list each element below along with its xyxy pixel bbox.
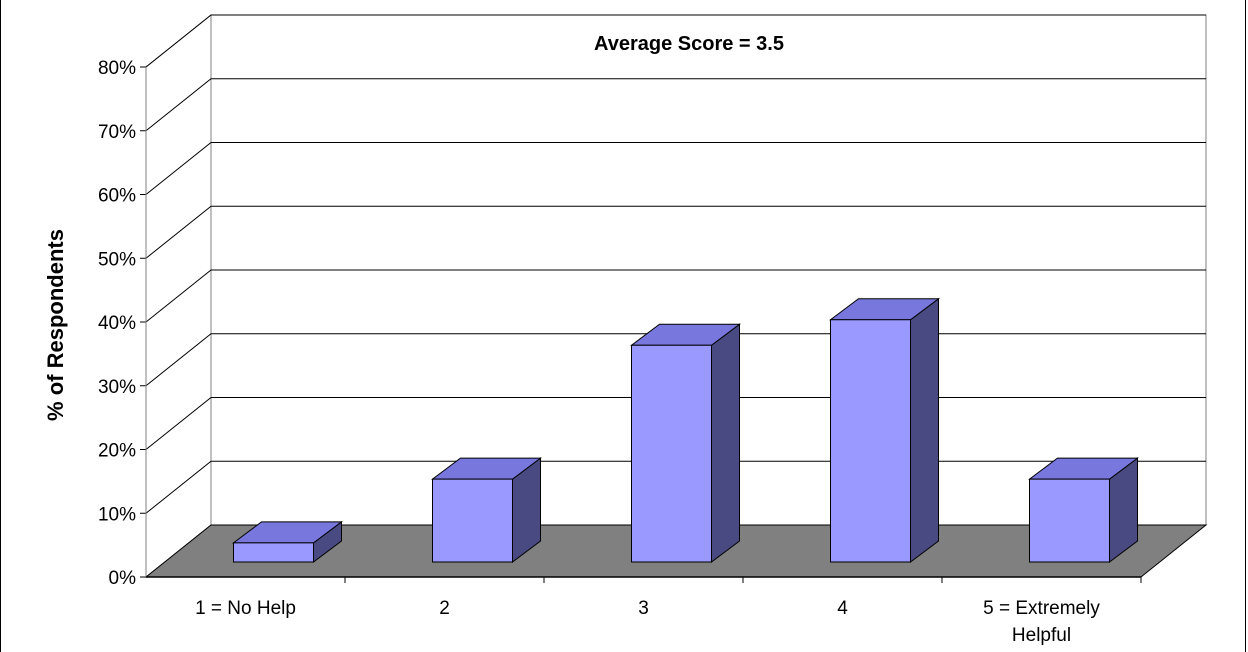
bar-front — [631, 344, 712, 563]
y-axis-label: % of Respondents — [43, 229, 68, 421]
gridline — [145, 205, 1206, 259]
bars — [232, 297, 1139, 563]
bar-front — [830, 319, 911, 563]
gridline — [145, 269, 1206, 323]
y-tick-label: 0% — [109, 568, 137, 589]
gridline — [145, 142, 1206, 195]
y-axis-ticks: 0% 10% 20% 30% 40% 50% 60% 70% 80% — [98, 58, 147, 589]
x-axis-ticks: 1 = No Help 2 3 4 5 = Extremely Helpful — [146, 576, 1142, 646]
y-tick-label: 20% — [98, 441, 136, 462]
y-tick-label: 50% — [98, 249, 136, 270]
x-tick-label: 4 — [837, 598, 848, 619]
x-tick-label: 1 = No Help — [195, 598, 296, 619]
x-tick-label: 2 — [439, 598, 450, 619]
bar — [630, 323, 741, 563]
bar — [829, 297, 940, 563]
y-tick-label: 60% — [98, 186, 136, 207]
bar-front — [233, 542, 314, 563]
gridline — [145, 14, 1206, 68]
y-tick-label: 30% — [98, 377, 136, 398]
y-tick-label: 80% — [98, 58, 136, 79]
bar — [232, 520, 343, 563]
y-tick-label: 40% — [98, 313, 136, 334]
bar-side — [711, 323, 740, 563]
x-tick-label: 5 = Extremely Helpful — [983, 598, 1100, 646]
bar-side — [910, 297, 939, 563]
bar — [1028, 457, 1139, 563]
bar — [431, 457, 542, 563]
x-tick-label: 3 — [638, 598, 649, 619]
y-tick-label: 10% — [98, 504, 136, 525]
chart-title: Average Score = 3.5 — [594, 33, 784, 55]
gridline — [145, 78, 1206, 132]
bar-front — [432, 478, 513, 563]
y-tick-label: 70% — [98, 122, 136, 143]
bar-front — [1029, 478, 1110, 563]
